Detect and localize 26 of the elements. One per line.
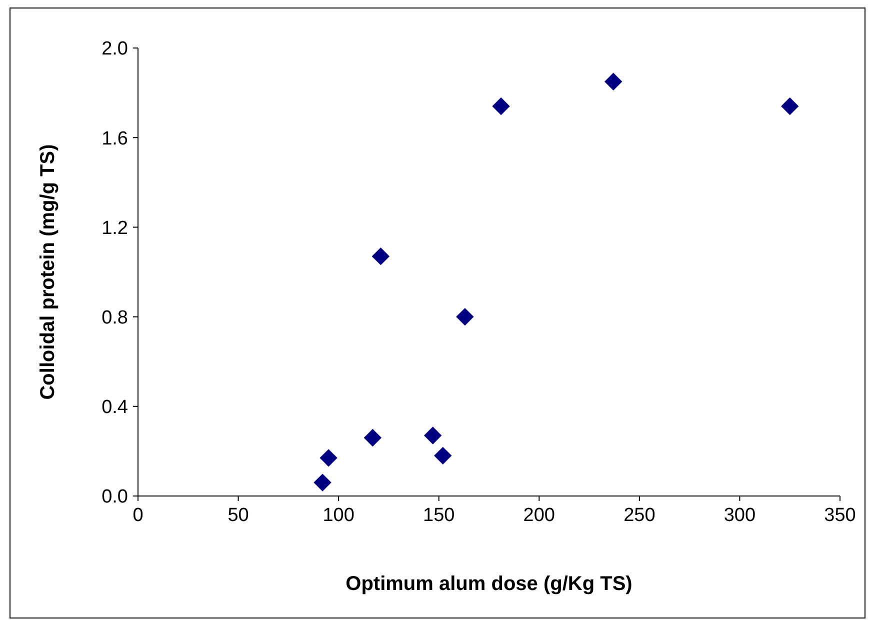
x-tick-label: 100 xyxy=(322,505,354,526)
y-tick-label: 0.0 xyxy=(102,486,128,508)
x-tick-label: 0 xyxy=(132,505,144,526)
point xyxy=(314,474,332,492)
point xyxy=(424,426,442,444)
x-tick-label: 150 xyxy=(423,505,455,526)
x-tick-label: 50 xyxy=(228,505,249,526)
y-axis-title: Colloidal protein (mg/g TS) xyxy=(37,144,59,400)
point xyxy=(604,72,622,90)
y-tick-label: 1.2 xyxy=(102,218,128,239)
point xyxy=(781,97,799,116)
x-tick-label: 250 xyxy=(624,505,656,526)
y-tick-label: 0.8 xyxy=(102,307,128,328)
x-tick-label: 200 xyxy=(523,505,555,526)
y-tick-label: 0.4 xyxy=(102,397,128,418)
point xyxy=(492,97,510,116)
point xyxy=(320,449,338,467)
x-tick-label: 350 xyxy=(824,505,856,526)
x-tick-label: 300 xyxy=(724,505,756,526)
point xyxy=(372,247,390,266)
point xyxy=(434,446,452,465)
x-axis-title: Optimum alum dose (g/Kg TS) xyxy=(346,573,632,595)
point xyxy=(456,308,474,326)
point xyxy=(364,428,382,447)
y-tick-label: 1.6 xyxy=(102,128,128,150)
y-tick-label: 2.0 xyxy=(102,38,128,60)
